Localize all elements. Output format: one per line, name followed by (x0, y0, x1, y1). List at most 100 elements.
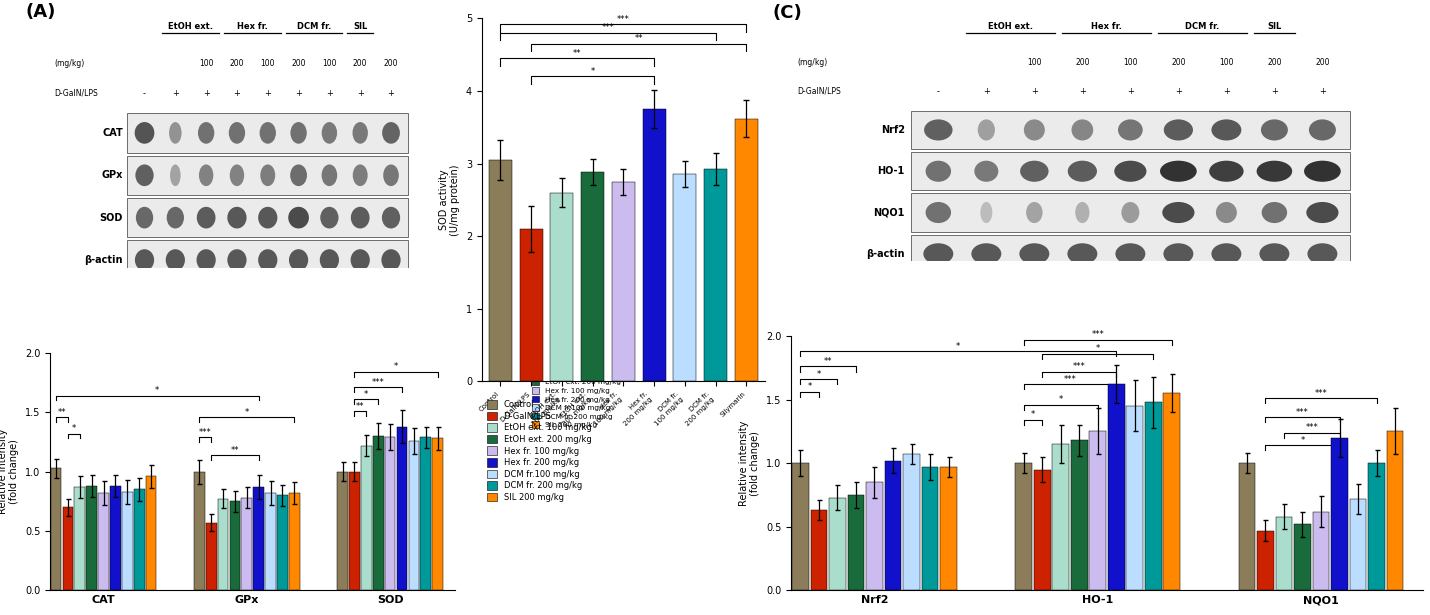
Bar (940, 467, 957, 590)
Ellipse shape (924, 119, 952, 140)
Text: D-GalN/LPS: D-GalN/LPS (54, 89, 97, 98)
FancyBboxPatch shape (127, 198, 409, 237)
Ellipse shape (134, 122, 154, 144)
Text: ***: *** (372, 378, 385, 387)
Bar (867, 482, 882, 590)
Ellipse shape (1027, 202, 1042, 223)
Bar (409, 441, 419, 590)
Text: 100: 100 (260, 59, 275, 68)
Bar (674, 175, 696, 381)
Ellipse shape (1257, 161, 1293, 182)
Bar (1145, 402, 1161, 590)
Ellipse shape (166, 249, 184, 271)
Text: +: + (1031, 87, 1038, 96)
Text: +: + (1175, 87, 1181, 96)
Bar (277, 496, 287, 590)
Ellipse shape (197, 122, 214, 144)
Bar (1052, 444, 1070, 590)
Ellipse shape (1020, 161, 1048, 182)
Bar (1257, 531, 1274, 590)
Bar (74, 487, 86, 590)
Text: +: + (388, 89, 395, 98)
Text: +: + (295, 89, 302, 98)
Text: +: + (172, 89, 179, 98)
Bar (1090, 431, 1105, 590)
Ellipse shape (925, 161, 951, 182)
Text: β-actin: β-actin (84, 255, 123, 265)
Text: *: * (72, 424, 76, 433)
Bar (551, 192, 573, 381)
Text: -: - (143, 89, 146, 98)
Text: 100: 100 (1220, 58, 1234, 66)
Ellipse shape (924, 244, 954, 264)
FancyBboxPatch shape (911, 111, 1350, 149)
Ellipse shape (322, 122, 337, 144)
Bar (50, 468, 61, 590)
Text: DCM fr.: DCM fr. (1185, 22, 1220, 31)
Text: ***: *** (1296, 408, 1308, 417)
Text: ***: *** (199, 428, 212, 437)
Bar (1108, 384, 1124, 590)
Text: SIL: SIL (353, 22, 368, 31)
Text: +: + (982, 87, 990, 96)
Bar (581, 172, 603, 381)
Ellipse shape (382, 249, 400, 271)
Ellipse shape (1071, 119, 1093, 140)
Text: GPx: GPx (102, 170, 123, 180)
Ellipse shape (136, 164, 153, 186)
Bar (1369, 463, 1384, 590)
Text: *: * (1058, 395, 1062, 404)
Text: *: * (1300, 436, 1304, 445)
Bar (811, 510, 827, 590)
FancyBboxPatch shape (127, 240, 409, 280)
Bar (642, 109, 665, 381)
Text: ***: *** (1072, 362, 1085, 371)
Ellipse shape (229, 122, 245, 144)
Ellipse shape (981, 202, 992, 223)
Bar (885, 461, 901, 590)
Text: +: + (1127, 87, 1134, 96)
Ellipse shape (1211, 119, 1241, 140)
Text: *: * (245, 408, 249, 416)
Text: +: + (326, 89, 333, 98)
Text: ***: *** (1064, 375, 1077, 384)
Ellipse shape (1114, 161, 1147, 182)
Bar (289, 493, 300, 590)
Text: *: * (1095, 344, 1100, 353)
Ellipse shape (260, 164, 275, 186)
Text: EtOH ext.: EtOH ext. (169, 22, 213, 31)
Bar (904, 454, 919, 590)
Text: **: ** (57, 408, 66, 416)
FancyBboxPatch shape (911, 235, 1350, 273)
Text: Hex fr.: Hex fr. (1091, 22, 1121, 31)
Bar (122, 492, 133, 590)
Text: **: ** (230, 446, 239, 454)
Text: +: + (356, 89, 363, 98)
Text: 100: 100 (1123, 58, 1138, 66)
Text: SOD: SOD (100, 213, 123, 223)
Bar (86, 486, 97, 590)
Text: (mg/kg): (mg/kg) (798, 58, 828, 66)
Text: *: * (817, 370, 821, 379)
Ellipse shape (1211, 244, 1241, 264)
Bar (829, 498, 845, 590)
Text: CAT: CAT (103, 128, 123, 138)
Bar (373, 436, 383, 590)
Ellipse shape (1020, 244, 1050, 264)
Bar (110, 486, 120, 590)
Ellipse shape (136, 207, 153, 229)
Ellipse shape (1164, 119, 1193, 140)
Ellipse shape (199, 164, 213, 186)
Text: +: + (1318, 87, 1326, 96)
Text: ***: *** (1314, 389, 1327, 398)
Bar (253, 487, 265, 590)
Text: *: * (393, 362, 398, 371)
Ellipse shape (167, 207, 184, 229)
Bar (349, 472, 360, 590)
Ellipse shape (259, 249, 277, 271)
Bar (194, 472, 204, 590)
Ellipse shape (1304, 161, 1341, 182)
Bar (1127, 406, 1143, 590)
Ellipse shape (353, 122, 368, 144)
Text: **: ** (356, 402, 365, 411)
